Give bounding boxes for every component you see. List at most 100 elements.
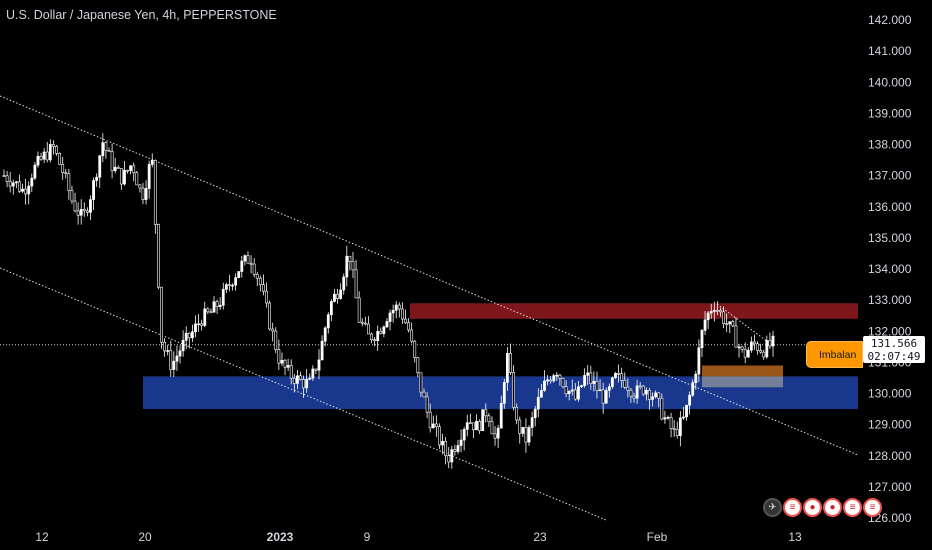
candle-body: [382, 326, 386, 334]
candle-body: [394, 304, 398, 311]
candle: [654, 390, 658, 399]
candle-body: [635, 385, 639, 399]
candle: [382, 325, 386, 338]
candle: [771, 330, 775, 357]
candle: [27, 181, 31, 205]
y-tick-label: 135.000: [868, 231, 912, 245]
candle-body: [484, 409, 488, 417]
candle-body: [644, 390, 648, 395]
candle-body: [737, 346, 741, 349]
imbalance-lower-zone: [702, 376, 783, 388]
candle-body: [206, 308, 210, 313]
candle: [249, 255, 253, 274]
candle-body: [675, 429, 679, 437]
candle: [82, 202, 86, 217]
candle-body: [42, 151, 46, 160]
candle: [481, 409, 485, 432]
candle: [373, 336, 377, 347]
candle-body: [530, 417, 534, 428]
candle-body: [629, 389, 633, 397]
candle-body: [283, 359, 287, 368]
candle: [197, 314, 200, 332]
candle-body: [175, 355, 179, 362]
candle-body: [722, 311, 725, 325]
candle-body: [734, 325, 738, 348]
us-flag-icon[interactable]: ≡: [863, 498, 882, 517]
candle: [126, 169, 129, 174]
candle: [719, 307, 722, 317]
candle: [317, 349, 321, 380]
candle: [728, 321, 732, 334]
candle-body: [30, 177, 34, 187]
candle-body: [141, 187, 145, 200]
candle-body: [289, 365, 293, 379]
candle-body: [348, 255, 352, 262]
candle: [144, 180, 148, 205]
candle-body: [246, 255, 250, 264]
candle-body: [252, 263, 256, 275]
candle-body: [388, 312, 392, 322]
candle-body: [24, 188, 28, 195]
rocket-icon[interactable]: ✈: [763, 498, 782, 517]
candle: [42, 148, 46, 164]
candle-body: [502, 382, 506, 404]
candle-body: [147, 164, 151, 189]
candle-body: [731, 321, 735, 327]
candle: [141, 182, 145, 205]
candle: [703, 311, 707, 335]
candle-body: [762, 351, 766, 358]
candle-body: [552, 375, 556, 382]
candle: [552, 373, 556, 383]
candle-body: [768, 340, 772, 347]
candle-body: [39, 155, 43, 160]
candle-body: [89, 199, 92, 213]
candle-body: [55, 146, 58, 154]
candle-body: [367, 323, 370, 335]
candle: [573, 383, 577, 401]
y-tick-label: 138.000: [868, 138, 912, 152]
candle: [400, 302, 404, 324]
candle: [756, 341, 759, 355]
candle: [295, 370, 299, 390]
candle: [299, 371, 302, 381]
candle-body: [706, 312, 710, 321]
candle-body: [620, 373, 624, 381]
candle: [682, 406, 685, 420]
candle: [61, 156, 65, 180]
candle-body: [101, 142, 105, 157]
y-tick-label: 129.000: [868, 418, 912, 432]
candle: [323, 326, 327, 347]
imbalance-label[interactable]: Imbalan: [806, 341, 863, 368]
candle: [397, 302, 401, 318]
candle-body: [570, 389, 574, 392]
candle-body: [150, 160, 154, 165]
candle-body: [543, 380, 546, 391]
candle-body: [759, 350, 763, 353]
candle: [623, 372, 627, 389]
candle-body: [499, 403, 503, 429]
candle: [731, 319, 735, 328]
candle: [428, 403, 432, 433]
candle: [604, 387, 608, 404]
us-flag-icon[interactable]: ≡: [783, 498, 802, 517]
candle-body: [753, 341, 756, 345]
candle-body: [453, 449, 457, 452]
candle-body: [626, 386, 630, 391]
candle: [512, 365, 515, 411]
candle: [175, 345, 179, 371]
candle-body: [490, 421, 494, 435]
candle-body: [660, 397, 664, 420]
candle-body: [666, 416, 670, 419]
candle: [2, 169, 6, 178]
jp-flag-icon[interactable]: ●: [803, 498, 822, 517]
candle-body: [746, 349, 750, 358]
candle: [536, 388, 540, 418]
us-flag-icon[interactable]: ≡: [843, 498, 862, 517]
jp-flag-icon[interactable]: ●: [823, 498, 842, 517]
candle-body: [119, 168, 123, 185]
candle: [672, 419, 676, 438]
candle: [743, 342, 747, 364]
candle-body: [564, 386, 568, 395]
candle: [166, 344, 170, 356]
